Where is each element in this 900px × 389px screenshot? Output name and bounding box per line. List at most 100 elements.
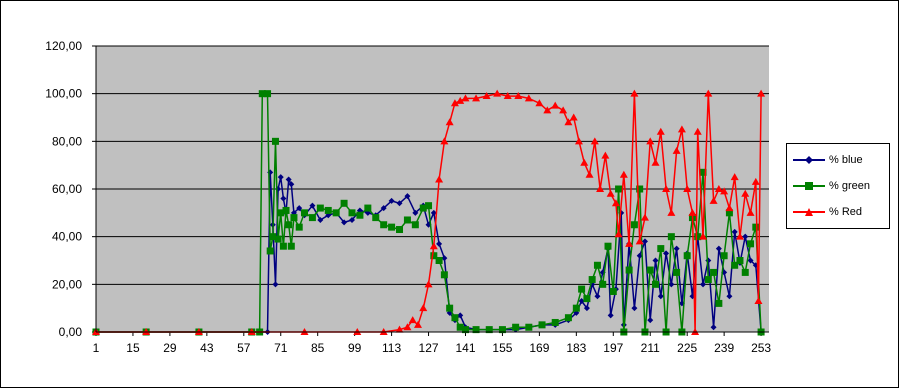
data-point [619,170,628,178]
y-axis-ticks: 0,00 20,00 40,00 60,00 80,00 100,00 120,00 [45,39,96,339]
x-axis-ticks: 1 15 29 43 57 71 85 99 113 127 141 155 169 183 197 211 2… [93,332,771,355]
data-point [693,127,702,135]
series-layer [92,89,766,336]
data-point [419,204,427,212]
legend-item-red: % Red [793,203,862,221]
data-point [535,99,544,107]
data-point [630,221,638,229]
data-point [429,242,438,250]
data-point [317,216,324,223]
data-point [710,268,718,276]
data-point [288,181,295,188]
data-point [472,94,481,102]
data-point [300,209,308,217]
data-point [746,208,755,216]
data-point [704,89,713,97]
series-line [96,92,762,333]
data-point [614,230,623,238]
series-line [96,92,762,333]
y-tick-label: 60,00 [52,182,82,196]
data-point [348,209,356,217]
data-point [742,233,749,240]
data-point [341,219,348,226]
legend-label-green: % green [829,180,870,192]
data-point [630,89,639,97]
data-point [715,299,723,307]
data-point [388,197,395,204]
data-point [413,320,422,328]
y-tick-label: 120,00 [45,39,82,53]
data-point [430,209,437,216]
data-point [751,177,760,185]
data-point [308,214,316,222]
data-point [710,324,717,331]
data-point [456,323,464,331]
data-point [349,216,356,223]
y-tick-label: 100,00 [45,87,82,101]
x-tick-label: 113 [382,341,401,355]
data-point [258,90,266,98]
data-point [636,185,644,193]
x-tick-label: 169 [529,341,549,355]
data-point [403,323,412,331]
data-point [445,118,454,126]
data-point [606,189,615,197]
data-point [269,233,277,241]
data-point [456,96,465,104]
x-tick-label: 57 [237,341,251,355]
data-point [699,232,708,240]
data-point [574,137,583,145]
series-green [92,90,765,336]
x-tick-label: 15 [126,341,140,355]
data-point [512,323,520,331]
red-series-swatch-icon [793,208,825,216]
data-point [715,245,722,252]
data-point [607,312,614,319]
data-point [731,228,738,235]
x-tick-label: 85 [311,341,325,355]
data-point [295,223,303,231]
data-point [424,280,433,288]
data-point [425,202,433,210]
x-tick-label: 127 [419,341,439,355]
legend-label-blue: % blue [829,154,863,166]
data-point [372,214,380,222]
data-point [285,176,292,183]
data-point [625,239,634,247]
data-point [694,233,702,241]
data-point [324,206,332,214]
data-point [580,158,589,166]
data-point [601,151,610,159]
data-point [396,200,403,207]
data-point [757,89,766,97]
x-tick-label: 239 [714,341,734,355]
data-point [714,185,723,192]
data-point [435,257,443,264]
data-point [461,94,470,102]
data-point [364,204,372,212]
data-point [741,189,750,197]
data-point [274,235,282,243]
x-tick-label: 183 [566,341,586,355]
data-point [578,285,586,293]
x-tick-label: 141 [455,341,475,355]
data-point [683,185,692,192]
y-tick-label: 20,00 [52,277,82,291]
data-point [290,214,298,222]
legend-item-green: % green [793,177,870,195]
data-point [551,101,560,109]
data-point [440,137,449,145]
data-point [446,304,454,312]
data-point [656,127,665,135]
data-point [640,213,649,221]
data-point [272,281,279,288]
data-point [593,261,601,269]
data-point [493,89,502,97]
data-point [380,205,387,212]
data-point [380,221,388,229]
data-point [641,238,648,245]
data-point [457,312,464,319]
data-point [657,293,664,300]
x-tick-label: 253 [751,341,771,355]
